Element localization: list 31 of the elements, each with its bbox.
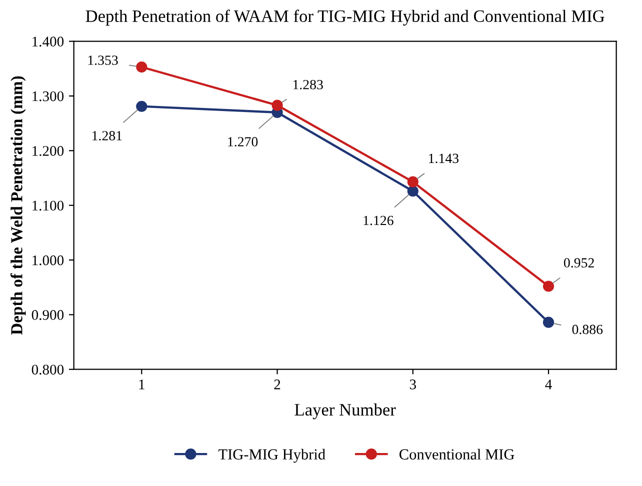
point <box>542 280 554 292</box>
y-tick-label: 1.300 <box>32 91 64 102</box>
data-label: 1.353 <box>88 56 118 65</box>
point <box>407 186 418 197</box>
data-label: 1.143 <box>429 154 459 164</box>
data-label: 1.126 <box>364 216 394 226</box>
data-label: 1.281 <box>92 131 122 140</box>
chart-title: Depth Penetration of WAAM for TIG-MIG Hybrid and Conventional MIG <box>86 10 604 26</box>
y-tick-label: 1.000 <box>32 255 64 266</box>
y-tick-label: 1.100 <box>32 200 64 211</box>
data-label: 1.270 <box>228 137 258 146</box>
data-label: 1.283 <box>293 80 323 90</box>
data-label: 0.886 <box>572 324 603 334</box>
x-tick-label: 2 <box>274 380 280 390</box>
x-tick-label: 1 <box>139 380 144 390</box>
y-tick-label: 0.900 <box>32 310 64 320</box>
point <box>407 176 418 188</box>
point <box>272 100 283 111</box>
y-axis-title: Depth of the Weld Penetration (mm) <box>10 76 26 335</box>
x-tick-label: 4 <box>545 380 552 390</box>
x-tick-label: 3 <box>410 380 416 390</box>
legend-label: TIG-MIG Hybrid <box>218 448 326 463</box>
point <box>136 61 148 73</box>
point <box>542 316 554 328</box>
y-tick-label: 0.800 <box>32 364 64 375</box>
point <box>136 100 148 112</box>
x-axis-title: Layer Number <box>294 403 396 420</box>
y-tick-label: 1.400 <box>32 36 64 47</box>
y-tick-label: 1.200 <box>32 146 64 156</box>
legend-label: Conventional MIG <box>400 448 514 460</box>
data-label: 0.952 <box>564 258 594 268</box>
